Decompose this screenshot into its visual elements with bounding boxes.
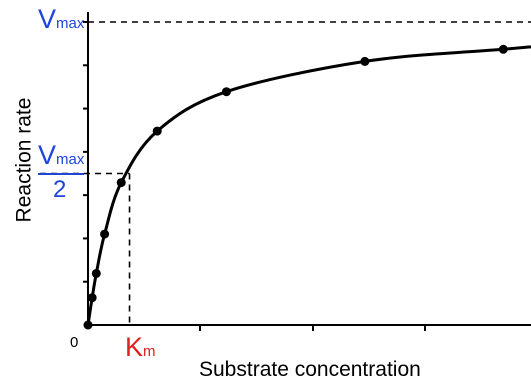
fraction-bar [38, 173, 84, 175]
axes [83, 12, 531, 331]
data-point [498, 44, 508, 54]
x-axis-label: Substrate concentration [199, 358, 421, 381]
y-axis-label: Reaction rate [12, 97, 36, 223]
data-point [83, 320, 93, 330]
vmax-half-denominator: 2 [53, 176, 67, 203]
data-point [100, 229, 110, 239]
km-label: Km [125, 332, 156, 362]
data-point [91, 268, 101, 278]
rate-curve [86, 45, 531, 326]
data-point [360, 56, 370, 66]
data-point [221, 87, 231, 97]
origin-label: 0 [70, 334, 79, 351]
data-points [83, 44, 508, 330]
guide-lines [40, 21, 531, 325]
data-point [116, 178, 126, 188]
data-point [152, 126, 162, 136]
vmax-half-label: Vmax [38, 140, 85, 170]
vmax-label: Vmax [38, 4, 85, 34]
data-point [87, 293, 97, 303]
